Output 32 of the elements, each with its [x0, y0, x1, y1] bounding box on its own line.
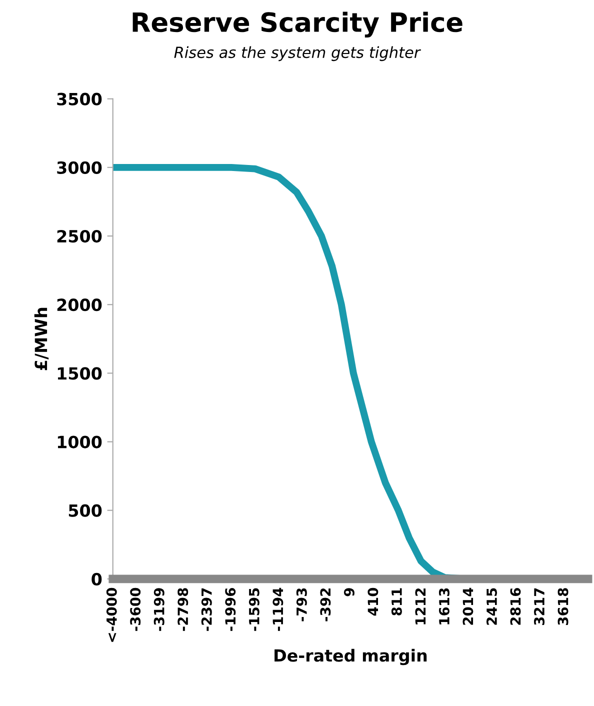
chart-subtitle: Rises as the system gets tighter — [174, 46, 422, 62]
x-tick-label: 3618 — [558, 588, 568, 625]
x-tick-label: -1194 — [272, 588, 284, 631]
x-tick-label: -3600 — [130, 588, 141, 631]
x-tick-label: -1595 — [248, 588, 260, 631]
y-axis-title: £/MWh — [34, 308, 49, 370]
x-tick-label: 3217 — [534, 588, 545, 625]
x-tick-label: 1613 — [438, 588, 450, 624]
x-tick-label: -2798 — [178, 588, 188, 631]
x-tick-label: 2014 — [462, 588, 474, 625]
x-tick-label: 811 — [391, 588, 402, 616]
x-tick-label: -2397 — [201, 588, 212, 631]
y-tick-label: 2500 — [57, 230, 102, 243]
x-tick-label: -793 — [296, 588, 307, 622]
x-tick-label: 2816 — [510, 588, 521, 625]
x-tick-label: -3199 — [154, 588, 164, 631]
y-tick-label: 3000 — [57, 161, 102, 174]
y-tick-label: 1000 — [58, 436, 102, 448]
x-tick-label: 410 — [368, 588, 378, 616]
x-tick-label: 9 — [344, 588, 354, 596]
x-tick-label: <-4000 — [106, 588, 117, 642]
y-tick-label: 0 — [92, 572, 102, 586]
y-tick-label: 500 — [68, 504, 102, 517]
y-tick-label: 3500 — [57, 92, 102, 106]
x-tick-label: 1212 — [415, 588, 426, 624]
chart-title: Reserve Scarcity Price — [132, 12, 462, 38]
y-tick-label: 1500 — [58, 367, 102, 380]
x-tick-label: 2415 — [486, 588, 497, 625]
y-tick-label: 2000 — [57, 298, 102, 312]
x-axis-title: De-rated margin — [274, 648, 427, 666]
x-tick-label: -392 — [320, 588, 331, 622]
x-tick-label: -1996 — [225, 588, 236, 631]
